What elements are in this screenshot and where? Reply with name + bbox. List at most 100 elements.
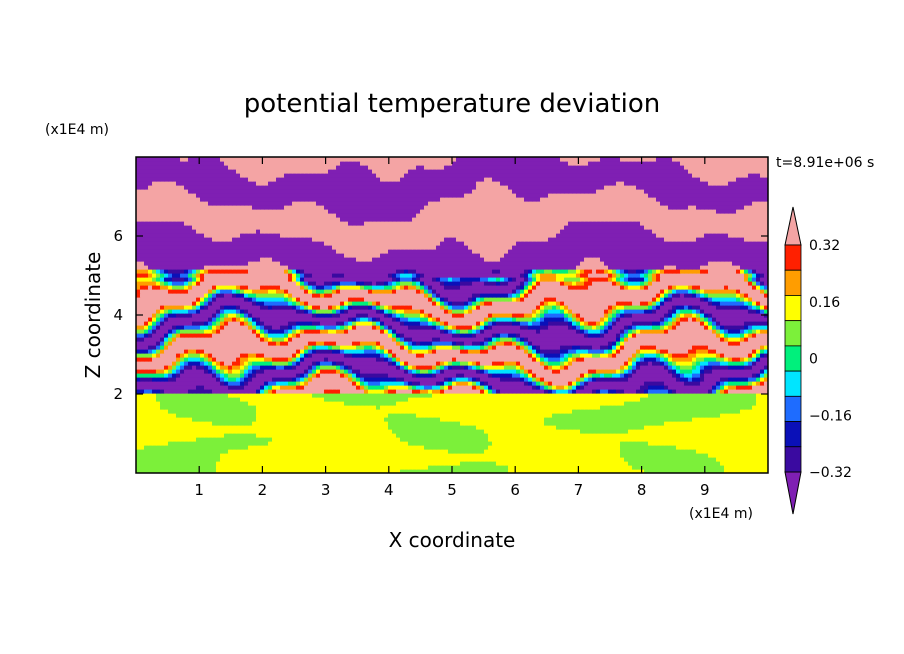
field-cell	[164, 429, 169, 434]
field-cell	[356, 377, 361, 382]
field-cell	[312, 401, 317, 406]
field-cell	[264, 457, 269, 462]
field-cell	[472, 405, 477, 410]
field-cell	[280, 425, 285, 430]
field-cell	[516, 461, 521, 466]
field-cell	[708, 365, 713, 370]
field-cell	[428, 413, 433, 418]
field-cell	[188, 445, 193, 450]
field-cell	[424, 377, 429, 382]
field-cell	[308, 393, 313, 398]
field-cell	[564, 401, 569, 406]
field-cell	[156, 369, 161, 374]
field-cell	[252, 369, 257, 374]
field-cell	[140, 377, 145, 382]
field-cell	[732, 437, 737, 442]
field-cell	[152, 357, 157, 362]
field-cell	[696, 417, 701, 422]
field-cell	[420, 381, 425, 386]
field-cell	[764, 409, 768, 414]
field-cell	[540, 441, 545, 446]
field-cell	[472, 381, 477, 386]
field-cell	[764, 465, 768, 470]
field-cell	[596, 357, 601, 362]
field-cell	[588, 409, 593, 414]
field-cell	[520, 389, 525, 394]
field-cell	[332, 425, 337, 430]
field-cell	[516, 385, 521, 390]
field-cell	[440, 429, 445, 434]
field-cell	[420, 409, 425, 414]
field-cell	[308, 401, 313, 406]
field-cell	[260, 377, 265, 382]
field-cell	[460, 413, 465, 418]
field-cell	[568, 389, 573, 394]
field-cell	[316, 409, 321, 414]
field-cell	[540, 413, 545, 418]
field-cell	[284, 361, 289, 366]
field-cell	[204, 433, 209, 438]
field-cell	[300, 369, 305, 374]
field-cell	[508, 441, 513, 446]
field-cell	[528, 365, 533, 370]
field-cell	[192, 449, 197, 454]
field-cell	[640, 385, 645, 390]
field-cell	[492, 409, 497, 414]
field-cell	[156, 365, 161, 370]
field-cell	[600, 369, 605, 374]
field-cell	[464, 449, 469, 454]
field-cell	[452, 449, 457, 454]
field-cell	[400, 417, 405, 422]
field-cell	[676, 361, 681, 366]
field-cell	[580, 401, 585, 406]
field-cell	[512, 429, 517, 434]
field-cell	[444, 417, 449, 422]
field-cell	[272, 345, 277, 350]
field-cell	[156, 401, 161, 406]
field-cell	[388, 353, 393, 358]
field-cell	[144, 461, 149, 466]
field-cell	[336, 409, 341, 414]
field-cell	[588, 465, 593, 470]
field-cell	[388, 425, 393, 430]
field-cell	[336, 397, 341, 402]
field-cell	[692, 465, 697, 470]
field-cell	[176, 405, 181, 410]
field-cell	[228, 385, 233, 390]
field-cell	[712, 469, 717, 473]
field-cell	[416, 397, 421, 402]
field-cell	[312, 365, 317, 370]
field-cell	[352, 373, 357, 378]
field-cell	[252, 393, 257, 398]
field-cell	[488, 389, 493, 394]
field-cell	[272, 393, 277, 398]
field-cell	[156, 377, 161, 382]
field-cell	[620, 369, 625, 374]
field-cell	[580, 373, 585, 378]
field-cell	[652, 441, 657, 446]
field-cell	[316, 353, 321, 358]
field-cell	[236, 385, 241, 390]
field-cell	[244, 345, 249, 350]
field-cell	[604, 349, 609, 354]
field-cell	[380, 353, 385, 358]
field-cell	[312, 361, 317, 366]
field-cell	[364, 421, 369, 426]
field-cell	[460, 429, 465, 434]
field-cell	[712, 385, 717, 390]
field-cell	[636, 361, 641, 366]
field-cell	[172, 441, 177, 446]
field-cell	[212, 437, 217, 442]
field-cell	[748, 381, 753, 386]
field-cell	[688, 421, 693, 426]
field-cell	[752, 429, 757, 434]
field-cell	[648, 389, 653, 394]
field-cell	[160, 397, 165, 402]
field-cell	[248, 433, 253, 438]
field-cell	[472, 349, 477, 354]
field-cell	[260, 453, 265, 458]
field-cell	[440, 369, 445, 374]
field-cell	[604, 369, 609, 374]
field-cell	[600, 361, 605, 366]
field-cell	[740, 413, 745, 418]
